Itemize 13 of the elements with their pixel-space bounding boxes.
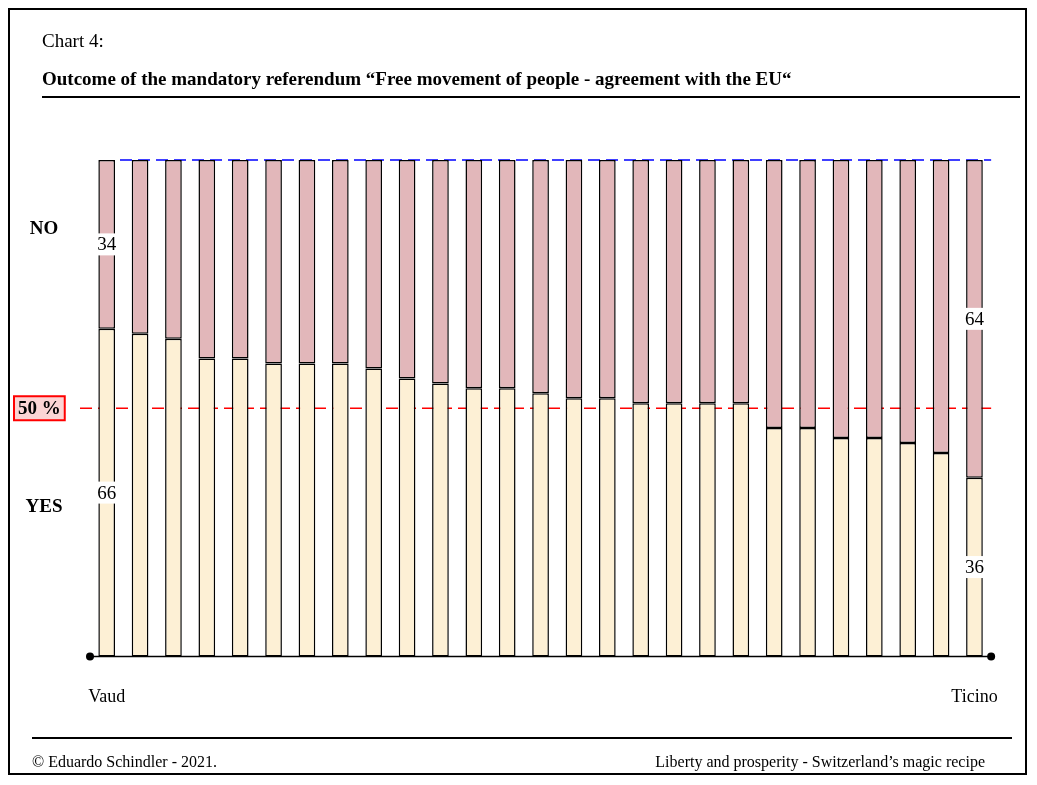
- data-label: 36: [964, 556, 984, 578]
- data-label: 64: [964, 307, 985, 329]
- text: © Eduardo Schindler - 2021.: [32, 753, 218, 771]
- data-label: 66: [97, 481, 117, 503]
- chart-title: Outcome of the mandatory referendum “Free movement of people - agreement with the EU“: [42, 68, 1020, 98]
- text: NO: [29, 217, 59, 239]
- data-label: 34: [97, 233, 117, 255]
- x-tick-label: Vaud: [88, 685, 126, 706]
- text: Liberty and prosperity - Switzerland’s magic recipe: [655, 753, 985, 771]
- series-label: YES: [25, 495, 63, 517]
- x-tick-label: Ticino: [951, 685, 998, 706]
- chart-subtitle: Chart 4:: [42, 30, 104, 52]
- ref-line-label: 50 %: [18, 397, 61, 419]
